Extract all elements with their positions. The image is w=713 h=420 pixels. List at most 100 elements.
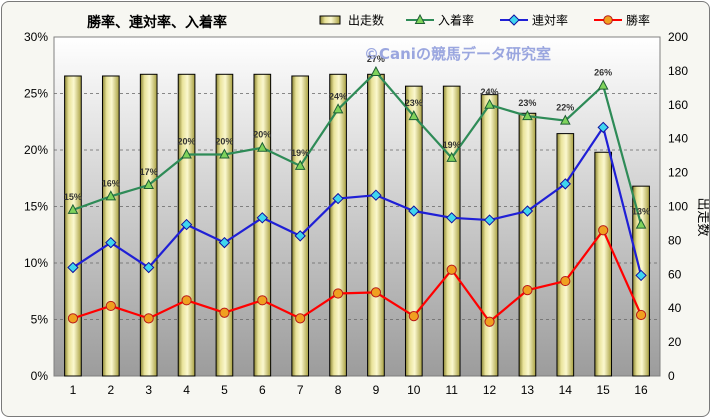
y2-tick-label: 20 xyxy=(668,335,682,349)
marker-diamond xyxy=(142,261,155,274)
marker-circle xyxy=(522,285,533,296)
marker-circle xyxy=(295,313,306,324)
bar xyxy=(253,73,272,377)
series-line xyxy=(72,228,643,324)
legend-label: 勝率 xyxy=(626,13,650,28)
marker-triangle xyxy=(143,178,155,190)
data-label: 24% xyxy=(329,91,347,101)
x-tick-label: 4 xyxy=(183,383,190,397)
bar xyxy=(442,85,461,377)
data-label: 23% xyxy=(518,98,536,108)
marker-circle xyxy=(219,307,230,318)
y-tick-label: 20% xyxy=(24,143,48,157)
marker-diamond xyxy=(597,121,609,134)
marker-circle xyxy=(67,313,79,324)
marker-triangle xyxy=(635,218,647,229)
bar xyxy=(329,73,347,377)
bar xyxy=(215,73,234,377)
y-tick-label: 15% xyxy=(24,200,48,214)
data-label: 24% xyxy=(481,87,499,97)
legend-label: 出走数 xyxy=(348,13,384,28)
marker-diamond xyxy=(332,192,344,205)
y2-tick-label: 80 xyxy=(668,233,682,247)
y2-tick-label: 180 xyxy=(668,64,688,78)
marker-circle xyxy=(332,288,344,299)
y2-axis-label: 出走数 xyxy=(695,197,710,236)
marker-triangle xyxy=(181,148,192,159)
x-tick-label: 1 xyxy=(70,383,77,397)
y2-tick-label: 120 xyxy=(668,166,688,180)
marker-diamond xyxy=(218,236,231,249)
marker-diamond xyxy=(635,269,647,282)
bar xyxy=(480,94,499,377)
y2-tick-label: 60 xyxy=(668,267,682,281)
data-label: 16% xyxy=(102,178,120,188)
bar xyxy=(64,75,82,377)
x-tick-label: 3 xyxy=(145,383,152,397)
marker-circle xyxy=(257,295,268,306)
marker-diamond xyxy=(256,212,269,224)
marker-circle xyxy=(408,311,419,322)
series-line xyxy=(72,124,643,276)
marker-diamond xyxy=(67,261,79,274)
data-label: 19% xyxy=(291,148,309,158)
marker-triangle xyxy=(408,110,420,121)
data-label: 15% xyxy=(64,192,82,202)
legend-label: 連対率 xyxy=(532,13,568,28)
bar xyxy=(556,133,575,377)
data-label: 20% xyxy=(178,137,196,147)
data-label: 20% xyxy=(253,130,271,140)
x-tick-label: 10 xyxy=(407,383,421,397)
marker-circle xyxy=(105,300,116,312)
marker-triangle xyxy=(67,203,79,214)
legend-marker xyxy=(414,13,426,24)
x-tick-label: 2 xyxy=(107,383,114,397)
y2-tick-label: 140 xyxy=(668,132,688,146)
marker-circle xyxy=(635,309,647,321)
marker-diamond xyxy=(370,189,382,201)
marker-circle xyxy=(446,264,457,275)
bar xyxy=(404,85,423,377)
marker-diamond xyxy=(408,205,420,217)
legend-marker xyxy=(508,14,520,26)
marker-diamond xyxy=(445,212,458,224)
data-label: 20% xyxy=(215,137,233,147)
marker-triangle xyxy=(105,190,117,201)
marker-triangle xyxy=(370,65,382,77)
bar xyxy=(101,75,120,377)
chart-title: 勝率、連対率、入着率 xyxy=(87,14,227,31)
data-label: 23% xyxy=(405,98,423,108)
legend-label: 入着率 xyxy=(438,13,474,28)
marker-triangle xyxy=(559,114,571,125)
y2-tick-label: 200 xyxy=(668,30,688,44)
marker-diamond xyxy=(521,205,534,217)
x-tick-label: 5 xyxy=(221,383,228,397)
x-tick-label: 16 xyxy=(634,383,648,397)
marker-circle xyxy=(143,313,154,324)
marker-triangle xyxy=(522,110,533,121)
bar xyxy=(594,151,613,377)
marker-diamond xyxy=(294,230,306,242)
x-tick-label: 13 xyxy=(521,383,535,397)
marker-triangle xyxy=(256,141,268,152)
marker-triangle xyxy=(332,103,344,114)
marker-diamond xyxy=(483,214,496,226)
x-tick-label: 12 xyxy=(483,383,497,397)
marker-diamond xyxy=(105,236,117,249)
y-tick-label: 10% xyxy=(24,256,48,270)
marker-diamond xyxy=(180,218,193,231)
marker-triangle xyxy=(219,148,230,159)
legend-marker xyxy=(603,15,613,25)
watermark-text: ©Caniの競馬データ研究室 xyxy=(364,45,551,63)
data-label: 17% xyxy=(140,167,158,177)
marker-triangle xyxy=(597,79,609,90)
y-tick-label: 30% xyxy=(24,30,48,44)
marker-circle xyxy=(484,316,495,327)
legend-swatch-bar xyxy=(319,15,341,25)
marker-circle xyxy=(370,287,382,298)
y-tick-label: 0% xyxy=(31,369,49,383)
bar xyxy=(518,112,537,377)
x-tick-label: 11 xyxy=(445,383,458,397)
data-label: 22% xyxy=(556,103,574,113)
